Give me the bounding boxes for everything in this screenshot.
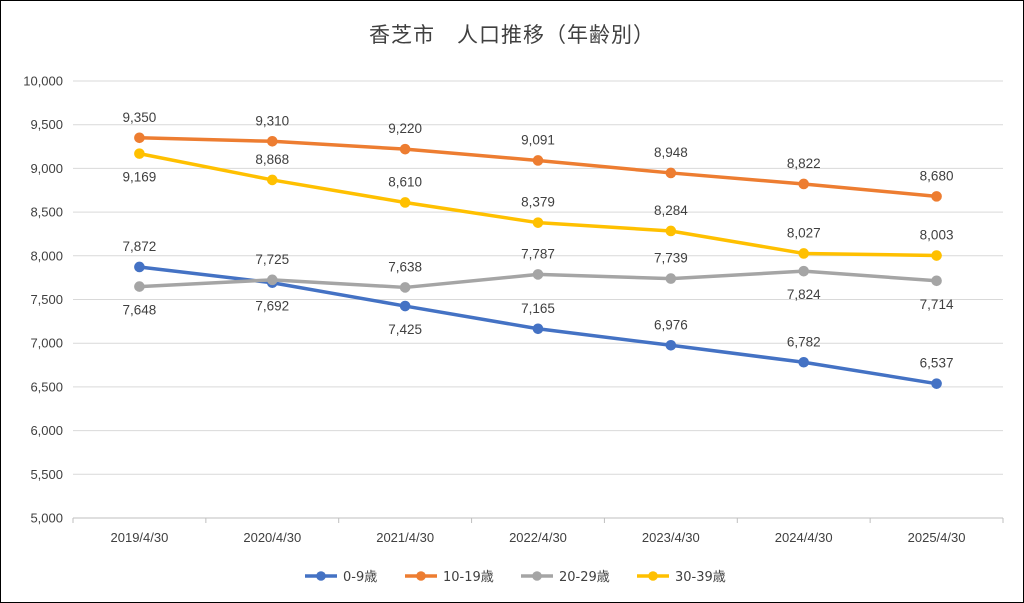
data-label: 7,725 [255, 252, 289, 267]
legend-marker [532, 571, 542, 581]
data-point [798, 178, 810, 190]
legend-marker [648, 571, 658, 581]
data-label: 6,782 [787, 334, 821, 349]
y-tick-label: 8,500 [30, 205, 63, 220]
data-point [266, 136, 278, 147]
data-point [399, 300, 411, 312]
data-point [665, 225, 677, 237]
legend: 0-9歳 10-19歳 20-29歳 30-39歳 [305, 570, 726, 585]
data-point [798, 248, 810, 259]
data-point [798, 265, 810, 277]
data-label: 8,680 [920, 168, 954, 183]
data-point [665, 273, 677, 284]
x-tick-label: 2020/4/30 [243, 530, 301, 545]
chart-title: 香芝市 人口推移（年齢別） [369, 23, 655, 47]
data-point [134, 261, 145, 273]
data-label: 7,714 [920, 297, 954, 312]
data-point [266, 274, 278, 286]
data-label: 7,425 [388, 322, 422, 337]
y-tick-label: 7,000 [30, 336, 63, 351]
y-axis: 5,000 5,500 6,000 6,500 7,000 7,500 8,000 8,500… [23, 74, 63, 526]
legend-label: 20-29歳 [559, 570, 610, 585]
y-tick-label: 9,000 [30, 161, 63, 176]
data-point [532, 155, 544, 166]
data-label: 9,169 [123, 170, 157, 185]
y-tick-label: 6,500 [30, 379, 63, 394]
data-label: 8,822 [787, 156, 821, 171]
x-axis: 2019/4/30 2020/4/30 2021/4/30 2022/4/30 2023… [72, 517, 1004, 545]
y-tick-label: 5,500 [30, 467, 63, 482]
data-point [266, 174, 278, 186]
data-point [931, 275, 942, 287]
data-point [399, 143, 411, 155]
data-point [665, 167, 677, 179]
y-tick-label: 8,000 [30, 248, 63, 263]
legend-label: 30-39歳 [675, 570, 726, 585]
legend-marker [416, 571, 426, 581]
data-label: 9,091 [521, 132, 555, 147]
series-group [134, 132, 942, 389]
x-tick-label: 2022/4/30 [509, 530, 567, 545]
data-label: 7,165 [521, 301, 555, 316]
data-point [399, 197, 411, 208]
data-labels: 7,872 7,692 7,425 7,165 6,976 6,782 6,537 9,350… [123, 110, 954, 371]
data-label: 7,692 [255, 299, 289, 314]
y-tick-label: 9,500 [30, 117, 63, 132]
data-label: 8,027 [787, 225, 821, 240]
data-label: 8,379 [521, 195, 555, 210]
data-label: 6,976 [654, 317, 688, 332]
data-point [134, 132, 145, 144]
data-label: 7,872 [123, 239, 157, 254]
data-label: 8,948 [654, 145, 688, 160]
x-tick-label: 2024/4/30 [775, 530, 833, 545]
y-tick-label: 10,000 [23, 74, 63, 89]
data-point [532, 269, 544, 280]
grid-lines [73, 80, 1003, 519]
data-label: 6,537 [920, 356, 954, 371]
data-point [399, 282, 411, 293]
y-tick-label: 6,000 [30, 423, 63, 438]
data-label: 8,284 [654, 203, 688, 218]
x-tick-label: 2025/4/30 [908, 530, 966, 545]
data-label: 7,739 [654, 251, 688, 266]
data-label: 7,648 [123, 303, 157, 318]
data-point [931, 191, 942, 202]
data-label: 7,638 [388, 259, 422, 274]
data-label: 8,003 [920, 228, 954, 243]
data-point [931, 378, 942, 389]
data-point [532, 323, 544, 335]
y-tick-label: 5,000 [30, 511, 63, 526]
data-point [134, 148, 145, 159]
data-label: 9,310 [255, 113, 289, 128]
data-label: 9,350 [123, 110, 157, 125]
x-tick-label: 2019/4/30 [111, 530, 169, 545]
data-label: 9,220 [388, 121, 422, 136]
x-tick-label: 2023/4/30 [642, 530, 700, 545]
data-point [665, 339, 677, 351]
data-label: 8,868 [255, 152, 289, 167]
data-point [798, 356, 810, 368]
x-tick-label: 2021/4/30 [376, 530, 434, 545]
data-point [532, 217, 544, 228]
legend-label: 10-19歳 [443, 570, 494, 585]
data-point [931, 250, 942, 261]
y-tick-label: 7,500 [30, 292, 63, 307]
data-point [134, 281, 145, 292]
data-label: 8,610 [388, 174, 422, 189]
legend-label: 0-9歳 [343, 570, 377, 585]
data-label: 7,824 [787, 287, 821, 302]
legend-marker [316, 571, 326, 581]
data-label: 7,787 [521, 246, 555, 261]
